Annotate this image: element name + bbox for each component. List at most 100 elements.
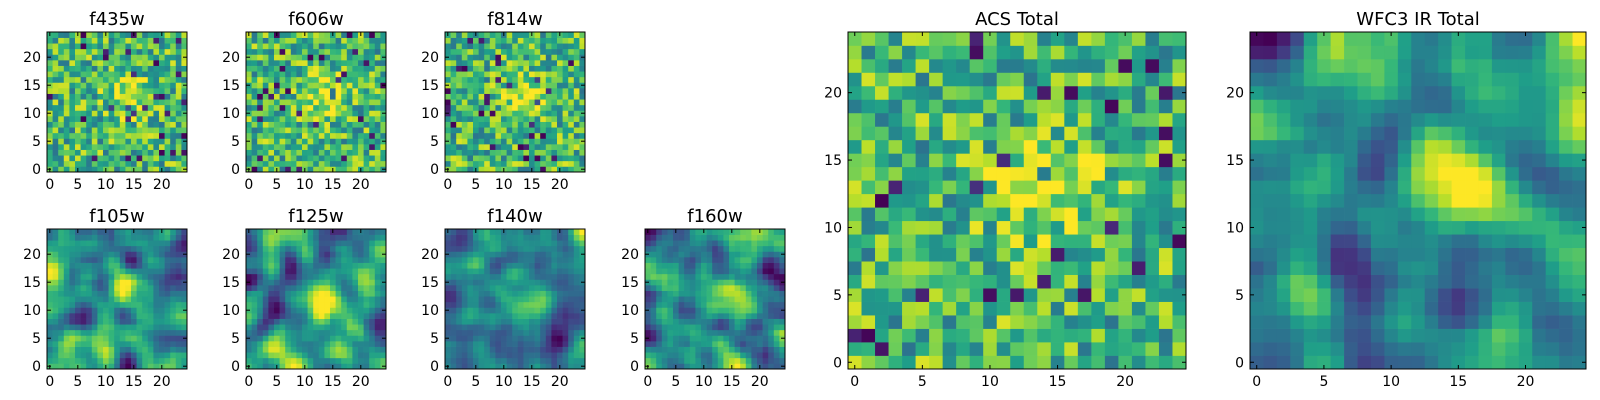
heatmap-cell (296, 32, 303, 38)
heatmap-cell (108, 240, 115, 247)
heatmap-cell (467, 71, 474, 78)
heatmap-cell (153, 155, 160, 162)
heatmap-cell (650, 229, 657, 235)
heatmap-cell (684, 313, 691, 319)
heatmap-cell (114, 318, 121, 325)
heatmap-cell (86, 307, 93, 314)
heatmap-cell (540, 313, 547, 319)
heatmap-cell (540, 346, 547, 353)
heatmap-cell (97, 127, 104, 134)
heatmap-cell (352, 268, 359, 275)
heatmap-cell (318, 65, 325, 72)
heatmap-cell (251, 363, 258, 370)
heatmap-cell (302, 240, 308, 247)
heatmap-cell (473, 279, 479, 286)
heatmap-cell (164, 324, 171, 331)
heatmap-cell (91, 127, 98, 134)
heatmap-cell (1023, 247, 1038, 262)
heatmap-cell (734, 268, 741, 275)
heatmap-cell (456, 318, 463, 325)
heatmap-cell (153, 127, 160, 134)
heatmap-cell (450, 76, 457, 83)
heatmap-cell (573, 127, 580, 134)
heatmap-cell (888, 234, 903, 249)
heatmap-cell (369, 93, 376, 100)
heatmap-cell (467, 341, 474, 347)
heatmap-cell (175, 257, 182, 263)
heatmap-cell (557, 296, 563, 303)
heatmap-cell (147, 329, 154, 336)
heatmap-cell (551, 363, 558, 370)
heatmap-cell (529, 71, 535, 78)
heatmap-cell (307, 60, 314, 66)
heatmap-cell (125, 116, 132, 122)
heatmap-cell (58, 229, 65, 235)
heatmap-cell (473, 43, 479, 50)
heatmap-cell (307, 307, 314, 314)
heatmap-cell (257, 352, 264, 359)
heatmap-cell (86, 279, 93, 286)
heatmap-cell (164, 290, 171, 297)
heatmap-cell (568, 313, 575, 319)
heatmap-cell (768, 307, 775, 314)
heatmap-cell (318, 318, 325, 325)
heatmap-cell (279, 301, 286, 308)
heatmap-cell (175, 335, 182, 342)
heatmap-cell (302, 121, 308, 128)
heatmap-cell (1172, 166, 1187, 181)
heatmap-cell (119, 121, 126, 128)
heatmap-cell (358, 149, 364, 156)
heatmap-cell (268, 116, 275, 122)
heatmap-cell (251, 71, 258, 78)
heatmap-cell (540, 357, 547, 364)
heatmap-cell (58, 93, 65, 100)
heatmap-cell (268, 352, 275, 359)
heatmap-cell (915, 247, 930, 262)
heatmap-cell (58, 346, 65, 353)
heatmap-cell (119, 229, 126, 235)
heatmap-cell (75, 341, 81, 347)
heatmap-cell (740, 257, 747, 263)
heatmap-cell (484, 121, 491, 128)
heatmap-cell (75, 251, 81, 258)
heatmap-cell (346, 262, 353, 269)
heatmap-cell (445, 37, 451, 44)
heatmap-cell (153, 329, 160, 336)
heatmap-cell (268, 32, 275, 38)
heatmap-cell (290, 335, 297, 342)
axes-frame (46, 31, 188, 173)
heatmap-cell (706, 240, 713, 247)
heatmap-cell (380, 285, 387, 291)
heatmap-cell (461, 127, 468, 134)
heatmap-cell (762, 229, 769, 235)
heatmap-cell (473, 132, 479, 139)
heatmap-cell (324, 318, 331, 325)
heatmap-cell (114, 262, 121, 269)
heatmap-cell (330, 93, 336, 100)
heatmap-cell (279, 48, 286, 55)
heatmap-cell (290, 76, 297, 83)
heatmap-cell (445, 155, 451, 162)
heatmap-cell (551, 346, 558, 353)
x-tick-label: 5 (73, 177, 82, 193)
heatmap-cell (246, 127, 252, 134)
heatmap-cell (181, 88, 188, 94)
heatmap-cell (562, 318, 569, 325)
heatmap-cell (268, 290, 275, 297)
heatmap-cell (257, 65, 264, 72)
heatmap-cell (52, 273, 59, 280)
heatmap-cell (330, 82, 336, 89)
heatmap-cell (512, 346, 519, 353)
heatmap-cell (695, 273, 702, 280)
heatmap-cell (159, 346, 165, 353)
heatmap-cell (374, 318, 381, 325)
heatmap-cell (1050, 301, 1065, 316)
heatmap-cell (506, 60, 513, 66)
heatmap-cell (562, 357, 569, 364)
heatmap-cell (279, 88, 286, 94)
heatmap-cell (147, 65, 154, 72)
heatmap-cell (302, 160, 308, 167)
heatmap-cell (729, 279, 735, 286)
heatmap-cell (164, 93, 171, 100)
heatmap-cell (318, 229, 325, 235)
